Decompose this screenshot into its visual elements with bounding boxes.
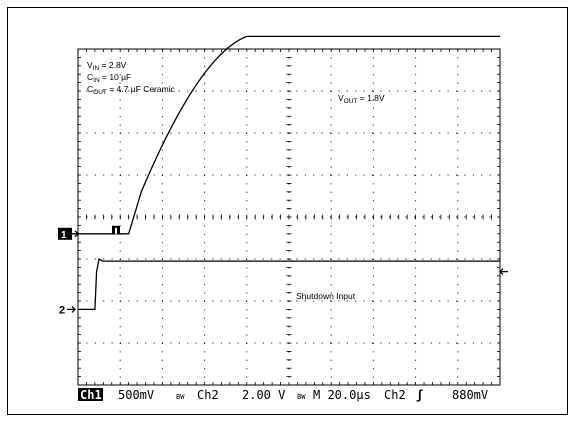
bw-limit-1: BW [176,393,185,401]
cin-annotation: CIN = 10 µF [87,72,131,84]
ch1-label-box [78,388,103,401]
bw-limit-2: BW [297,393,306,401]
cout-annotation: COUT = 4.7 µF Ceramic [87,84,176,96]
ch2-scale: 2.00 V [242,388,285,402]
ch1-label: Ch1 [80,388,102,402]
trigger-slope-icon: ʃ [416,388,423,402]
svg-text:2: 2 [59,304,65,316]
vin-annotation: VIN = 2.8V [87,60,127,72]
ch1-ground-marker: 1 [58,227,79,241]
ch1-scale: 500mV [118,388,154,402]
graticule [77,48,501,386]
trace-ch1-vout [78,35,500,235]
trigger-source: Ch2 [384,388,406,402]
figure-frame [7,7,568,415]
trigger-level-marker [499,268,508,276]
trigger-position-marker [111,225,120,234]
trace-ch2-shutdown [78,257,500,311]
ch2-ground-marker: 2 [59,304,76,316]
trigger-level: 880mV [452,388,488,402]
vout-annotation: VOUT = 1.8V [338,93,385,105]
ch2-label: Ch2 [197,388,219,402]
svg-text:1: 1 [61,230,67,241]
timebase: M 20.0µs [313,388,371,402]
status-bar: Ch1 500mV BW Ch2 2.00 V BW M 20.0µs Ch2 … [78,388,488,402]
shutdown-annotation: Shutdown Input [296,291,356,301]
